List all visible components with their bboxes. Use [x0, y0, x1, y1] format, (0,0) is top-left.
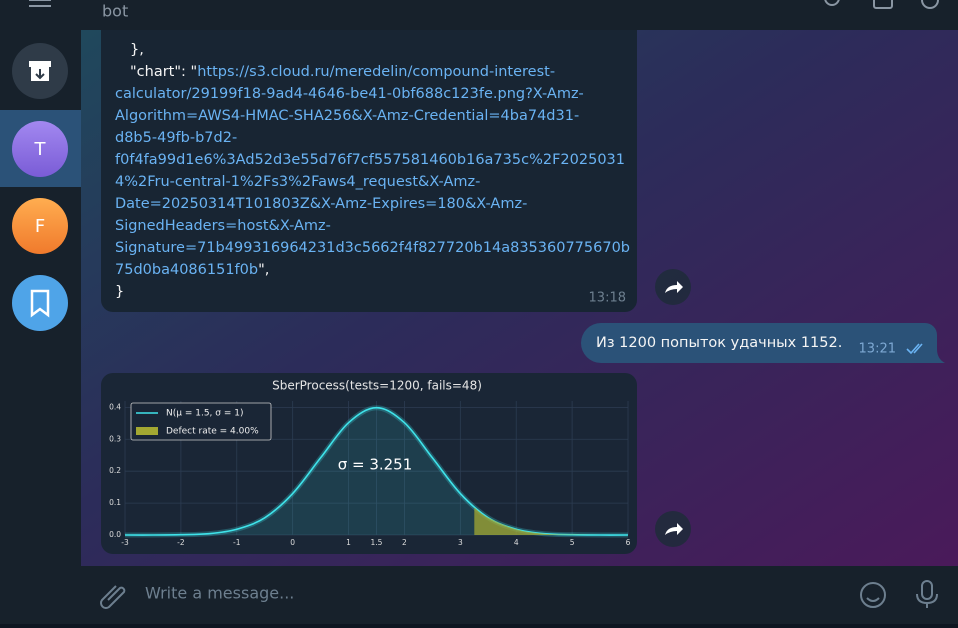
code-line: Signature=71b499316964231d3c5662f4f82772… — [115, 240, 630, 256]
x-tick-label: 1 — [346, 538, 351, 547]
header — [81, 0, 958, 30]
message-text: Из 1200 попыток удачных 1152. — [596, 335, 842, 351]
x-tick-label: 3 — [458, 538, 463, 547]
menu-icon[interactable] — [29, 0, 51, 7]
attach-icon[interactable] — [100, 585, 126, 609]
code-line: "chart": "https://s3.cloud.ru/meredelin/… — [130, 64, 555, 80]
y-tick-label: 0.0 — [109, 530, 121, 539]
emoji-smile — [866, 597, 880, 602]
read-checks — [906, 343, 923, 355]
code-line: } — [115, 284, 124, 300]
code-line: d8b5-49fb-b7d2- — [115, 130, 237, 146]
saved-avatar[interactable] — [12, 275, 68, 331]
message-input[interactable]: Write a message... — [145, 584, 294, 603]
y-tick-label: 0.4 — [109, 402, 121, 411]
code-line: SignedHeaders=host&X-Amz- — [115, 218, 331, 234]
search-icon[interactable] — [824, 0, 840, 6]
link[interactable]: SignedHeaders=host&X-Amz- — [115, 218, 331, 234]
bubble-tail — [925, 349, 945, 363]
message-bubble — [101, 30, 637, 312]
x-tick-label: 5 — [570, 538, 575, 547]
link[interactable]: 4%2Fru-central-1%2Fs3%2Faws4_request&X-A… — [115, 174, 480, 190]
link[interactable]: Date=20250314T101803Z&X-Amz-Expires=180&… — [115, 196, 527, 212]
mic-button[interactable] — [921, 580, 933, 600]
mic-stand — [916, 593, 938, 608]
code-line: Date=20250314T101803Z&X-Amz-Expires=180&… — [115, 196, 527, 212]
legend-swatch — [136, 427, 158, 435]
x-tick-label: 1.5 — [371, 538, 383, 547]
message-time: 13:18 — [589, 291, 626, 306]
curve-area — [125, 407, 628, 536]
chart: SberProcess(tests=1200, fails=48) 0.0 0.1 0… — [109, 379, 631, 548]
message-bubble-out — [581, 323, 937, 363]
link[interactable]: calculator/29199f18-9ad4-4646-be41-0bf68… — [115, 86, 584, 102]
x-tick-label: -2 — [177, 538, 185, 547]
x-tick-label: 4 — [514, 538, 519, 547]
legend-label: N(μ = 1.5, σ = 1) — [166, 409, 243, 419]
link[interactable]: Signature=71b499316964231d3c5662f4f82772… — [115, 240, 630, 256]
avatar-letter: F — [35, 216, 45, 237]
forward-icon — [665, 523, 683, 535]
json-punct: ", — [258, 262, 269, 278]
chart-title: SberProcess(tests=1200, fails=48) — [272, 379, 482, 393]
code-line: calculator/29199f18-9ad4-4646-be41-0bf68… — [115, 86, 584, 102]
link[interactable]: 75d0ba4086151f0b — [115, 262, 258, 278]
code-line: }, — [130, 42, 144, 58]
code-line: 4%2Fru-central-1%2Fs3%2Faws4_request&X-A… — [115, 174, 480, 190]
archive-arrow — [35, 69, 45, 80]
legend-box — [130, 402, 272, 441]
composer — [81, 566, 958, 624]
bookmark-icon — [30, 289, 50, 318]
x-tick-label: 6 — [626, 538, 631, 547]
link[interactable]: f0f4fa99d1e6%3Ad52d3e55d76f7cf557581460b… — [115, 152, 625, 168]
more-icon[interactable] — [921, 0, 939, 9]
x-tick-label: 0 — [290, 538, 295, 547]
legend-label: Defect rate = 4.00% — [166, 427, 259, 437]
x-tick-label: 2 — [402, 538, 407, 547]
code-line: f0f4fa99d1e6%3Ad52d3e55d76f7cf557581460b… — [115, 152, 625, 168]
y-tick-label: 0.1 — [109, 498, 121, 507]
avatar-letter: T — [34, 139, 47, 160]
link[interactable]: Algorithm=AWS4-HMAC-SHA256&X-Amz-Credent… — [115, 108, 579, 124]
sidebar-icon[interactable] — [873, 0, 893, 9]
link[interactable]: d8b5-49fb-b7d2- — [115, 130, 237, 146]
y-tick-label: 0.3 — [109, 434, 121, 443]
x-tick-label: -1 — [233, 538, 241, 547]
emoji-button[interactable] — [860, 582, 886, 608]
link[interactable]: https://s3.cloud.ru/meredelin/compound-i… — [197, 64, 555, 80]
code-line: Algorithm=AWS4-HMAC-SHA256&X-Amz-Credent… — [115, 108, 579, 124]
defect-area — [474, 507, 628, 536]
chat-title: bot — [102, 2, 128, 21]
message-time: 13:21 — [859, 342, 896, 357]
y-tick-label: 0.2 — [109, 466, 121, 475]
x-tick-label: -3 — [121, 538, 129, 547]
json-key: "chart": " — [130, 64, 197, 80]
forward-icon — [665, 281, 683, 293]
chat-avatar[interactable] — [12, 198, 68, 254]
chat-avatar[interactable] — [12, 121, 68, 177]
code-line: 75d0ba4086151f0b", — [115, 262, 269, 278]
annotation: σ = 3.251 — [338, 456, 413, 474]
